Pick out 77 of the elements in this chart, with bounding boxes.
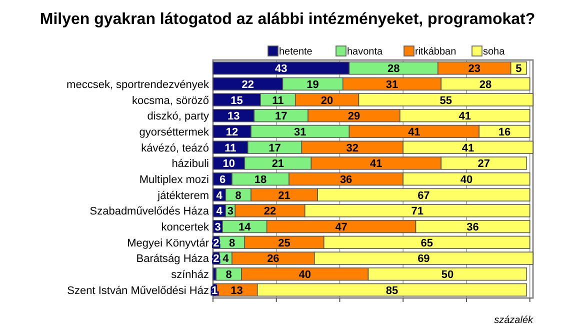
data-label: 17 <box>268 142 281 154</box>
data-label: 15 <box>230 94 243 107</box>
data-label: 29 <box>348 110 360 123</box>
data-label: 47 <box>335 222 348 234</box>
data-label: 16 <box>498 126 511 138</box>
legend-label: soha <box>483 46 506 58</box>
data-label: 12 <box>226 126 238 138</box>
data-label: 4 <box>222 253 230 266</box>
y-tick-label: Megyei Könyvtár <box>127 237 210 250</box>
y-tick-label: kocsma, söröző <box>132 94 209 107</box>
data-label: 10 <box>222 158 235 170</box>
data-label: 26 <box>267 253 280 266</box>
data-label: 14 <box>238 222 252 234</box>
data-label: 31 <box>294 126 306 138</box>
data-label: 22 <box>242 78 254 91</box>
data-label: 40 <box>298 269 312 282</box>
data-label: 36 <box>340 174 352 186</box>
y-tick-label: színház <box>171 269 209 282</box>
legend-label: havonta <box>347 46 384 58</box>
data-label: 41 <box>462 142 474 154</box>
chart-title: Milyen gyakran látogatod az alábbi intézményeket, programokat? <box>40 11 536 28</box>
data-label: 21 <box>272 158 284 170</box>
data-label: 21 <box>278 190 290 202</box>
data-label: 85 <box>386 284 398 297</box>
data-label: 41 <box>408 126 420 138</box>
data-label: 36 <box>466 222 479 234</box>
y-tick-label: meccsek, sportrendezvények <box>66 78 210 91</box>
y-tick-label: diszkó, party <box>147 110 210 123</box>
data-label: 18 <box>254 174 267 186</box>
data-label: 11 <box>224 142 236 154</box>
data-label: 23 <box>468 63 481 76</box>
legend-label: hetente <box>279 46 313 58</box>
data-label: 55 <box>440 94 452 107</box>
data-label: 40 <box>460 174 473 186</box>
data-label: 6 <box>219 174 226 186</box>
data-label: 3 <box>227 206 234 218</box>
data-label: 28 <box>479 78 492 91</box>
data-label: 4 <box>216 190 224 202</box>
legend-label: ritkábban <box>415 46 456 58</box>
data-label: 65 <box>420 237 433 250</box>
y-tick-label: Barátság Háza <box>136 253 210 266</box>
data-label: 4 <box>216 206 224 218</box>
data-label: 3 <box>214 222 221 234</box>
data-label: 27 <box>478 158 490 170</box>
y-tick-label: Szabadművelődés Háza <box>90 206 210 218</box>
data-label: 32 <box>346 142 359 154</box>
x-axis-title: százalék <box>494 315 534 326</box>
y-tick-label: Multiplex mozi <box>139 174 209 186</box>
y-tick-label: koncertek <box>161 222 210 234</box>
data-label: 71 <box>411 206 424 218</box>
y-tick-label: gyorséttermek <box>139 126 210 138</box>
y-tick-label: Szent István Művelődési Ház <box>67 284 209 297</box>
data-label: 2 <box>213 253 220 266</box>
data-label: 13 <box>230 284 243 297</box>
data-label: 8 <box>228 237 236 250</box>
data-label: 25 <box>278 237 290 250</box>
data-label: 13 <box>227 110 240 123</box>
data-label: 17 <box>274 110 288 123</box>
data-label: 28 <box>387 63 400 76</box>
data-label: 19 <box>306 78 319 91</box>
data-label: 41 <box>458 110 472 123</box>
y-tick-label: játékterem <box>156 190 209 202</box>
data-label: 22 <box>264 206 276 218</box>
y-tick-label: kávézó, teázó <box>141 142 209 154</box>
data-label: 8 <box>235 190 242 202</box>
data-label: 69 <box>418 253 430 266</box>
data-label: 8 <box>226 269 232 282</box>
data-label: 31 <box>386 78 398 91</box>
data-label: 11 <box>272 94 284 107</box>
data-label: 2 <box>213 237 220 250</box>
data-label: 5 <box>516 63 522 76</box>
data-label: 41 <box>370 158 382 170</box>
data-label: 20 <box>320 94 334 107</box>
data-label: 67 <box>418 190 430 202</box>
y-tick-label: házibuli <box>172 158 209 170</box>
data-label: 43 <box>274 63 288 76</box>
data-label: 50 <box>441 269 454 282</box>
